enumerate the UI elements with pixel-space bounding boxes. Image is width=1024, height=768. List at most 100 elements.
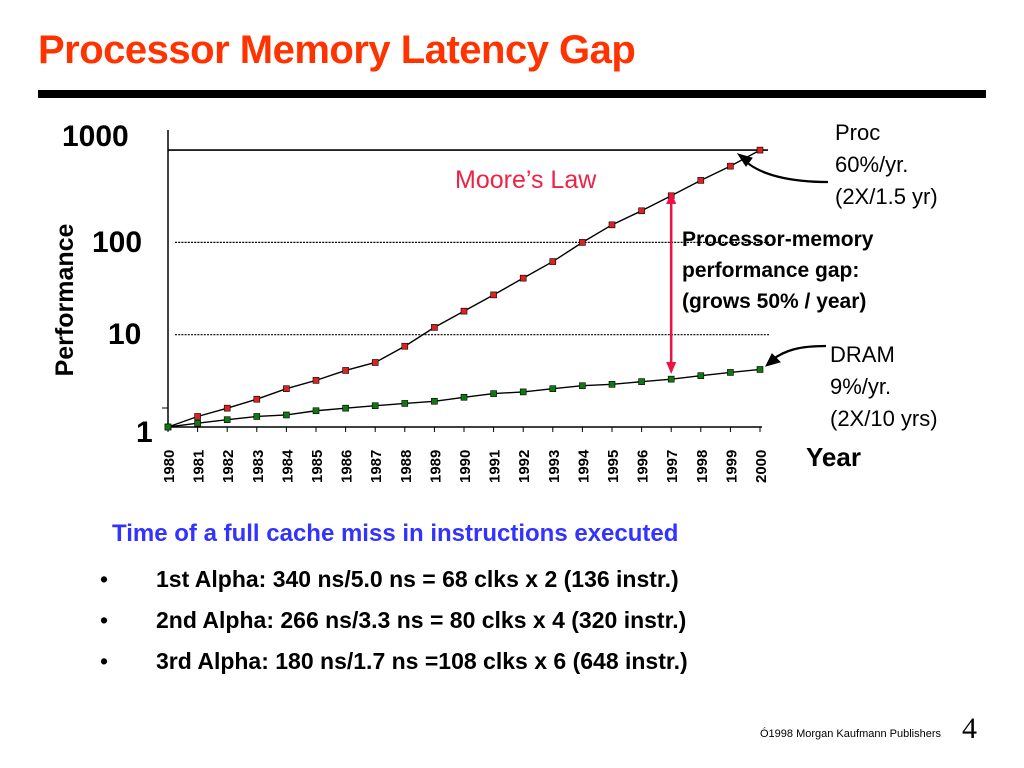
slide-title: Processor Memory Latency Gap	[38, 28, 636, 72]
grid-lines	[168, 149, 770, 336]
cache-miss-caption: Time of a full cache miss in instruction…	[112, 520, 679, 547]
data-point-dram	[697, 372, 705, 379]
bullet-dot: •	[100, 566, 109, 592]
data-point-proc	[490, 291, 497, 299]
data-point-proc	[608, 221, 616, 229]
data-point-proc	[460, 307, 468, 315]
bullet-item: • 1st Alpha: 340 ns/5.0 ns = 68 clks x 2 …	[100, 562, 688, 603]
x-tick-label: 1999	[723, 450, 740, 483]
data-point-proc	[697, 177, 705, 184]
gap-label-line: performance gap:	[682, 259, 859, 282]
dram-arrow	[771, 344, 827, 361]
dram-label-line: DRAM	[830, 342, 895, 367]
x-tick-label: 1993	[546, 450, 563, 483]
dram-label-line: (2X/10 yrs)	[830, 406, 938, 431]
data-point-proc	[283, 385, 290, 392]
gap-label-line: Processor-memory	[682, 228, 874, 251]
series-points	[164, 146, 764, 431]
gap-arrowhead-down	[666, 362, 677, 374]
data-point-dram	[549, 385, 557, 392]
x-tick-label: 1991	[487, 450, 504, 483]
x-tick-label: 1994	[575, 449, 592, 483]
gap-label-line: (grows 50% / year)	[682, 290, 866, 313]
data-point-proc	[194, 413, 201, 420]
bullet-item: • 3rd Alpha: 180 ns/1.7 ns =108 clks x 6 …	[100, 644, 688, 685]
data-point-dram	[579, 382, 586, 390]
proc-label-line: 60%/yr.	[835, 152, 908, 177]
data-point-proc	[549, 258, 557, 265]
x-axis-label: Year	[806, 442, 861, 472]
bullet-dot: •	[100, 607, 109, 633]
x-tick-label: 1983	[250, 450, 267, 483]
x-tick-label: 1987	[368, 450, 385, 483]
data-point-proc	[756, 146, 764, 154]
data-point-proc	[638, 207, 645, 215]
bullet-text: 2nd Alpha: 266 ns/3.3 ns = 80 clks x 4 (…	[156, 607, 687, 633]
x-tick-label: 1988	[398, 450, 415, 483]
bullet-item: • 2nd Alpha: 266 ns/3.3 ns = 80 clks x 4 …	[100, 603, 688, 644]
proc-label-line: Proc	[835, 120, 880, 145]
proc-arrowhead	[736, 153, 753, 167]
data-point-dram	[223, 416, 231, 423]
data-point-proc	[401, 342, 409, 350]
x-tick-label: 1995	[605, 450, 622, 483]
data-point-proc	[342, 367, 349, 374]
x-tick-label: 1992	[516, 450, 533, 483]
data-point-dram	[194, 419, 201, 427]
bullet-dot: •	[100, 648, 109, 674]
data-point-dram	[164, 423, 172, 431]
bullet-text: 1st Alpha: 340 ns/5.0 ns = 68 clks x 2 (…	[156, 566, 679, 592]
x-tick-label: 1985	[309, 450, 326, 483]
chart-annotations: Moore’s Law Proc 60%/yr. (2X/1.5 yr) DRAM 9%/…	[455, 120, 938, 431]
data-point-dram	[283, 411, 290, 419]
y-tick-label: 1	[136, 416, 153, 449]
data-point-dram	[312, 407, 320, 415]
proc-arrow	[743, 159, 829, 184]
copyright-notice: Ó1998 Morgan Kaufmann Publishers	[760, 728, 941, 740]
data-point-proc	[223, 404, 231, 412]
data-point-proc	[253, 395, 261, 403]
x-tick-labels: 1980 1981 1982 1983 1984 1985 1986 1987 1988 1989…	[161, 442, 861, 483]
data-point-proc	[312, 377, 320, 384]
data-point-dram	[727, 369, 734, 376]
data-point-dram	[756, 366, 764, 373]
data-point-dram	[667, 375, 675, 383]
x-tick-label: 1990	[457, 450, 474, 483]
bullet-list: • 1st Alpha: 340 ns/5.0 ns = 68 clks x 2 …	[100, 562, 688, 685]
dram-label-line: 9%/yr.	[830, 374, 891, 399]
title-divider	[38, 90, 986, 98]
data-point-dram	[608, 381, 616, 388]
data-point-dram	[401, 400, 409, 407]
y-axis-label: Performance	[51, 223, 79, 376]
x-tick-label: 1996	[635, 450, 652, 483]
x-tick-label: 1986	[339, 450, 356, 483]
data-point-dram	[253, 413, 261, 420]
gap-arrowhead-up	[666, 192, 677, 204]
data-point-dram	[519, 388, 527, 396]
y-tick-label: 1000	[62, 120, 129, 153]
bullet-text: 3rd Alpha: 180 ns/1.7 ns =108 clks x 6 (…	[156, 648, 688, 674]
dram-arrowhead	[765, 353, 781, 367]
x-tick-label: 1997	[664, 450, 681, 483]
data-point-proc	[579, 239, 586, 246]
chart-axes	[162, 130, 762, 432]
data-point-proc	[727, 162, 734, 170]
data-point-dram	[431, 397, 438, 405]
page-number: 4	[962, 712, 977, 745]
data-point-dram	[371, 402, 379, 410]
data-point-dram	[460, 393, 468, 401]
x-tick-label: 1981	[191, 450, 208, 483]
y-tick-label: 100	[92, 226, 142, 259]
x-tick-label: 1982	[220, 450, 237, 483]
data-point-proc	[519, 274, 527, 282]
y-tick-label: 10	[108, 318, 141, 351]
data-point-proc	[431, 324, 438, 331]
data-point-proc	[371, 359, 379, 366]
proc-label-line: (2X/1.5 yr)	[835, 184, 938, 209]
data-point-dram	[638, 378, 645, 385]
x-tick-label: 1998	[694, 450, 711, 483]
data-point-dram	[342, 404, 349, 412]
x-tick-label: 1984	[279, 449, 296, 483]
x-tick-label: 2000	[753, 450, 770, 483]
